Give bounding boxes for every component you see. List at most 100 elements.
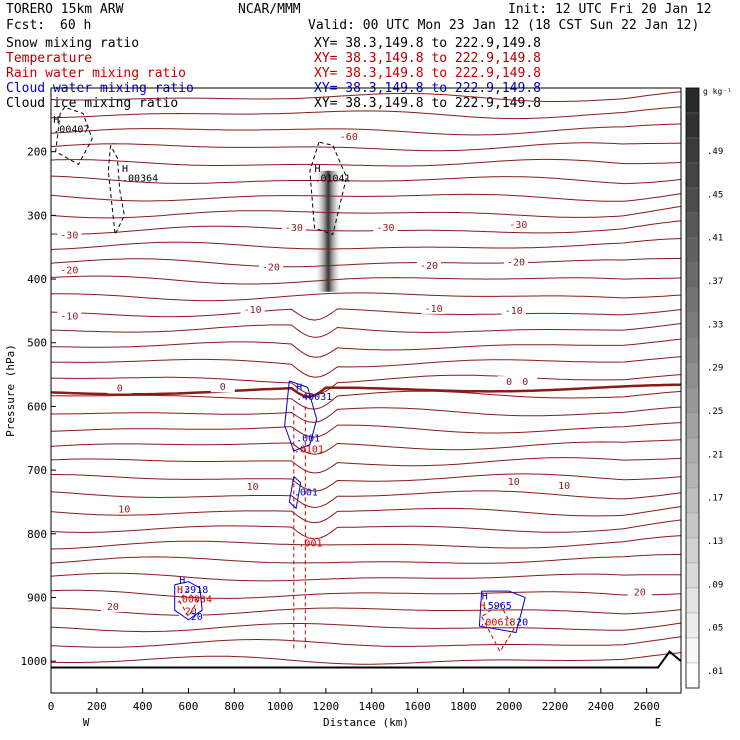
isotherm-label: 10 — [118, 505, 130, 516]
x-tick-label: 1200 — [313, 700, 340, 713]
colorbar-cell — [685, 537, 700, 564]
isotherm-label-bg — [417, 260, 441, 272]
contour-label: .01041 — [314, 174, 350, 185]
colorbar-cell — [685, 562, 700, 589]
colorbar-cell — [685, 462, 700, 489]
colorbar-cell — [685, 612, 700, 639]
isotherm-label: -20 — [262, 263, 280, 274]
isotherm-label-bg — [57, 310, 82, 322]
cloud-water-contour — [284, 380, 318, 452]
x-tick-label: 2000 — [496, 700, 523, 713]
contour-label: H — [122, 164, 128, 175]
colorbar-cell — [685, 437, 700, 464]
isotherm-line — [50, 607, 682, 616]
contour-label: .40031 — [296, 392, 332, 403]
x-tick-label: 600 — [179, 700, 199, 713]
isotherm-line — [50, 572, 681, 582]
cloud-water-contour — [174, 581, 203, 621]
east-label: E — [655, 716, 662, 729]
isotherm-label: 10 — [558, 481, 570, 492]
isotherm-label-bg — [336, 130, 361, 142]
colorbar-label: .25 — [707, 407, 723, 417]
isotherm-label: 20 — [634, 587, 646, 598]
isotherm-line — [50, 374, 682, 396]
contour-label: 20 — [516, 617, 528, 628]
isotherm-label: -30 — [376, 223, 394, 234]
contour-label: H — [479, 601, 485, 612]
snow-contour — [55, 106, 93, 166]
colorbar-cell — [685, 262, 700, 289]
temperature-isotherms: -60 -30 -30 -30 -30 -20 -20 -20 -20 -10 -10 -10 -10 0… — [50, 91, 682, 665]
colorbar-cell — [685, 212, 700, 239]
isotherm-label: 0 — [506, 377, 512, 388]
contour-label: H — [482, 591, 488, 602]
x-tick-label: 400 — [133, 700, 153, 713]
legend-entry: Cloud ice mixing ratio — [6, 96, 178, 111]
colorbar-label: .33 — [707, 320, 723, 330]
isotherm-label: 0 — [522, 377, 528, 388]
colorbar-cell — [685, 662, 700, 689]
isotherm-label-bg — [240, 304, 265, 316]
isotherm-label-bg — [57, 264, 82, 276]
colorbar-cell — [685, 312, 700, 339]
x-tick-label: 2600 — [633, 700, 660, 713]
snow-contour — [309, 141, 348, 236]
init-time: Init: 12 UTC Fri 20 Jan 12 — [508, 2, 712, 17]
colorbar-cell — [685, 287, 700, 314]
isotherm-label: -30 — [60, 231, 78, 242]
isotherm-label: 10 — [247, 482, 259, 493]
isotherm-line — [50, 636, 682, 648]
colorbar-cell — [685, 362, 700, 389]
colorbar-cell — [685, 412, 700, 439]
y-tick-label: 300 — [27, 209, 47, 222]
isotherm-line — [50, 275, 682, 285]
isotherm-line — [50, 506, 682, 524]
colorbar-label: .45 — [707, 190, 723, 200]
isotherm-label-bg — [178, 605, 203, 617]
x-tick-label: 2400 — [588, 700, 615, 713]
isotherm-label-bg — [552, 479, 577, 491]
isotherm-label-bg — [506, 218, 531, 230]
isotherm-label-bg — [107, 382, 132, 394]
contour-label: .3918 — [178, 585, 208, 596]
axes: 0 200 400 600 800 1000 1200 1400 1600 1800 2000 220… — [4, 146, 661, 729]
isotherm-line — [50, 91, 682, 102]
isotherm-label-bg — [501, 476, 526, 488]
isotherm-label-bg — [240, 481, 265, 493]
contour-label: H — [296, 383, 302, 394]
isotherm-line — [50, 390, 682, 410]
rain-contour — [178, 590, 199, 618]
fcst-label: Fcst: — [6, 18, 45, 33]
contour-label: H — [177, 585, 183, 596]
model-title: TORERO 15km ARW — [6, 2, 124, 17]
x-tick-label: 1600 — [404, 700, 431, 713]
isotherm-label: -30 — [509, 220, 527, 231]
isotherm-line — [51, 406, 682, 423]
isotherm-label-bg — [627, 586, 652, 598]
isotherm-line — [50, 323, 682, 338]
x-tick-label: 0 — [48, 700, 55, 713]
isotherm-line — [50, 535, 682, 550]
colorbar-label: .29 — [707, 364, 723, 374]
contour-label: .00364 — [122, 174, 158, 185]
colorbar-label: .41 — [707, 234, 723, 244]
plot-frame — [50, 87, 682, 694]
org-label: NCAR/MMM — [238, 2, 301, 17]
isotherm-label: -30 — [285, 223, 303, 234]
isotherm-line — [50, 553, 682, 564]
colorbar-cell — [685, 587, 700, 614]
isotherm-label-bg — [281, 222, 306, 234]
colorbar-cell — [685, 337, 700, 364]
isotherm-line — [50, 158, 682, 167]
contour-label: .001 — [296, 433, 320, 444]
y-axis-label: Pressure (hPa) — [4, 344, 17, 437]
colorbar-unit: g kg⁻¹ — [703, 87, 732, 96]
isotherm-label: -10 — [244, 305, 262, 316]
colorbar-label: .01 — [707, 667, 723, 677]
colorbar-cell — [685, 112, 700, 139]
y-tick-label: 400 — [27, 273, 47, 286]
isotherm-line — [50, 338, 682, 358]
rain-contour — [481, 603, 515, 653]
isotherm-line — [50, 205, 682, 219]
